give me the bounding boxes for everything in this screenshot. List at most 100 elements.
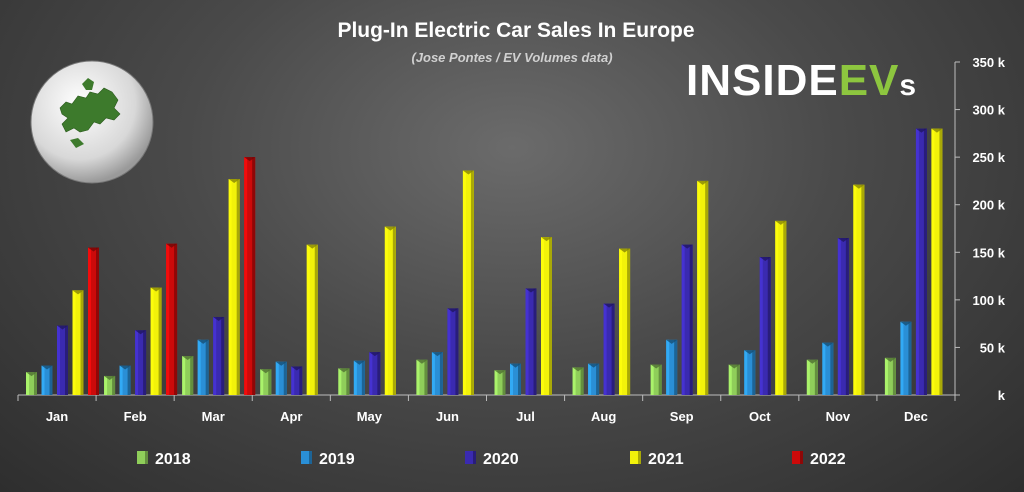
- bar-shadow: [268, 369, 272, 395]
- bar-shadow: [346, 368, 350, 395]
- bar-face: [822, 342, 834, 395]
- legend-swatch-shadow: [638, 451, 641, 464]
- bar-shadow: [190, 355, 194, 395]
- bar-face: [228, 179, 240, 395]
- bar-shadow: [283, 361, 287, 395]
- bar-cap: [369, 352, 381, 357]
- bar-face: [72, 290, 84, 395]
- bar-cap: [619, 248, 631, 253]
- bar-cap: [697, 180, 709, 185]
- x-tick-label: Feb: [124, 409, 147, 424]
- bar-shadow: [455, 308, 459, 395]
- bar-cap: [510, 363, 521, 368]
- bar-cap: [650, 364, 662, 369]
- bar-2021-Feb: [150, 287, 162, 395]
- bar-2020-Feb: [135, 330, 147, 395]
- bar-shadow: [861, 184, 865, 395]
- legend-item-2018: 2018: [137, 451, 191, 468]
- bar-highlight: [72, 290, 76, 395]
- bar-face: [806, 359, 818, 395]
- bar-face: [88, 247, 99, 395]
- bar-cap: [775, 220, 787, 225]
- bar-2019-Apr: [275, 361, 287, 395]
- x-tick-label: Jan: [46, 409, 68, 424]
- bar-2018-Jun: [416, 359, 428, 395]
- bar-cap: [900, 321, 912, 326]
- bar-shadow: [221, 316, 225, 395]
- bar-face: [260, 369, 272, 395]
- bar-highlight: [462, 170, 466, 395]
- bar-2020-Sep: [681, 244, 693, 395]
- legend-swatch-shadow: [800, 451, 803, 464]
- bar-shadow: [596, 363, 600, 395]
- bar-highlight: [447, 308, 451, 395]
- y-tick-label: 250 k: [972, 150, 1005, 165]
- bar-highlight: [166, 243, 170, 395]
- bar-2019-Dec: [900, 321, 912, 395]
- bar-face: [915, 128, 927, 395]
- bar-2018-Oct: [728, 364, 740, 395]
- bar-highlight: [369, 352, 373, 395]
- bar-highlight: [681, 244, 685, 395]
- bar-highlight: [525, 288, 529, 395]
- legend: 2018 2019 2020 2021 2022: [137, 451, 846, 468]
- bar-cap: [759, 257, 771, 262]
- bar-highlight: [822, 342, 826, 395]
- bar-shadow: [658, 364, 662, 395]
- logo-text-accent: EV: [839, 56, 900, 105]
- bar-face: [837, 238, 849, 395]
- bar-cap: [541, 237, 552, 242]
- bar-2021-Oct: [775, 220, 787, 395]
- bar-2018-Sep: [650, 364, 662, 395]
- bar-cap: [884, 357, 896, 362]
- bar-face: [884, 357, 896, 395]
- bar-shadow: [314, 244, 318, 395]
- bar-shadow: [158, 287, 162, 395]
- bar-shadow: [236, 179, 240, 395]
- bar-face: [853, 184, 865, 395]
- legend-swatch-shadow: [145, 451, 148, 464]
- bar-face: [306, 244, 318, 395]
- bar-highlight: [104, 375, 108, 395]
- bar-highlight: [57, 325, 60, 395]
- x-tick-label: Nov: [826, 409, 851, 424]
- bar-face: [338, 368, 350, 395]
- bar-highlight: [728, 364, 732, 395]
- bar-cap: [666, 339, 678, 344]
- bar-highlight: [806, 359, 810, 395]
- bar-face: [650, 364, 662, 395]
- bar-shadow: [143, 330, 147, 395]
- bar-shadow: [205, 339, 209, 395]
- bar-cap: [119, 365, 131, 370]
- logo-text-tail: s: [899, 69, 917, 102]
- bar-face: [416, 359, 428, 395]
- legend-swatch: [465, 451, 476, 464]
- bar-highlight: [666, 339, 670, 395]
- bar-highlight: [572, 367, 576, 395]
- bar-cap: [572, 367, 584, 372]
- bar-2020-May: [369, 352, 381, 395]
- bar-cap: [416, 359, 428, 364]
- bar-highlight: [213, 316, 217, 395]
- bar-face: [213, 316, 225, 395]
- bar-2020-Aug: [603, 303, 615, 395]
- bar-highlight: [260, 369, 264, 395]
- bar-highlight: [150, 287, 154, 395]
- bar-2019-Oct: [744, 350, 756, 395]
- bar-face: [775, 220, 787, 395]
- legend-label: 2020: [483, 451, 519, 468]
- bar-highlight: [306, 244, 310, 395]
- bar-highlight: [416, 359, 420, 395]
- bar-cap: [291, 366, 303, 371]
- bar-highlight: [41, 365, 45, 395]
- bar-2019-Jan: [41, 365, 53, 395]
- bar-shadow: [767, 257, 771, 395]
- bar-face: [353, 360, 365, 395]
- bar-shadow: [424, 359, 428, 395]
- bar-2020-Oct: [759, 257, 771, 395]
- bar-highlight: [775, 220, 779, 395]
- bar-face: [681, 244, 693, 395]
- bar-cap: [353, 360, 365, 365]
- bar-cap: [462, 170, 474, 175]
- bar-shadow: [392, 226, 396, 395]
